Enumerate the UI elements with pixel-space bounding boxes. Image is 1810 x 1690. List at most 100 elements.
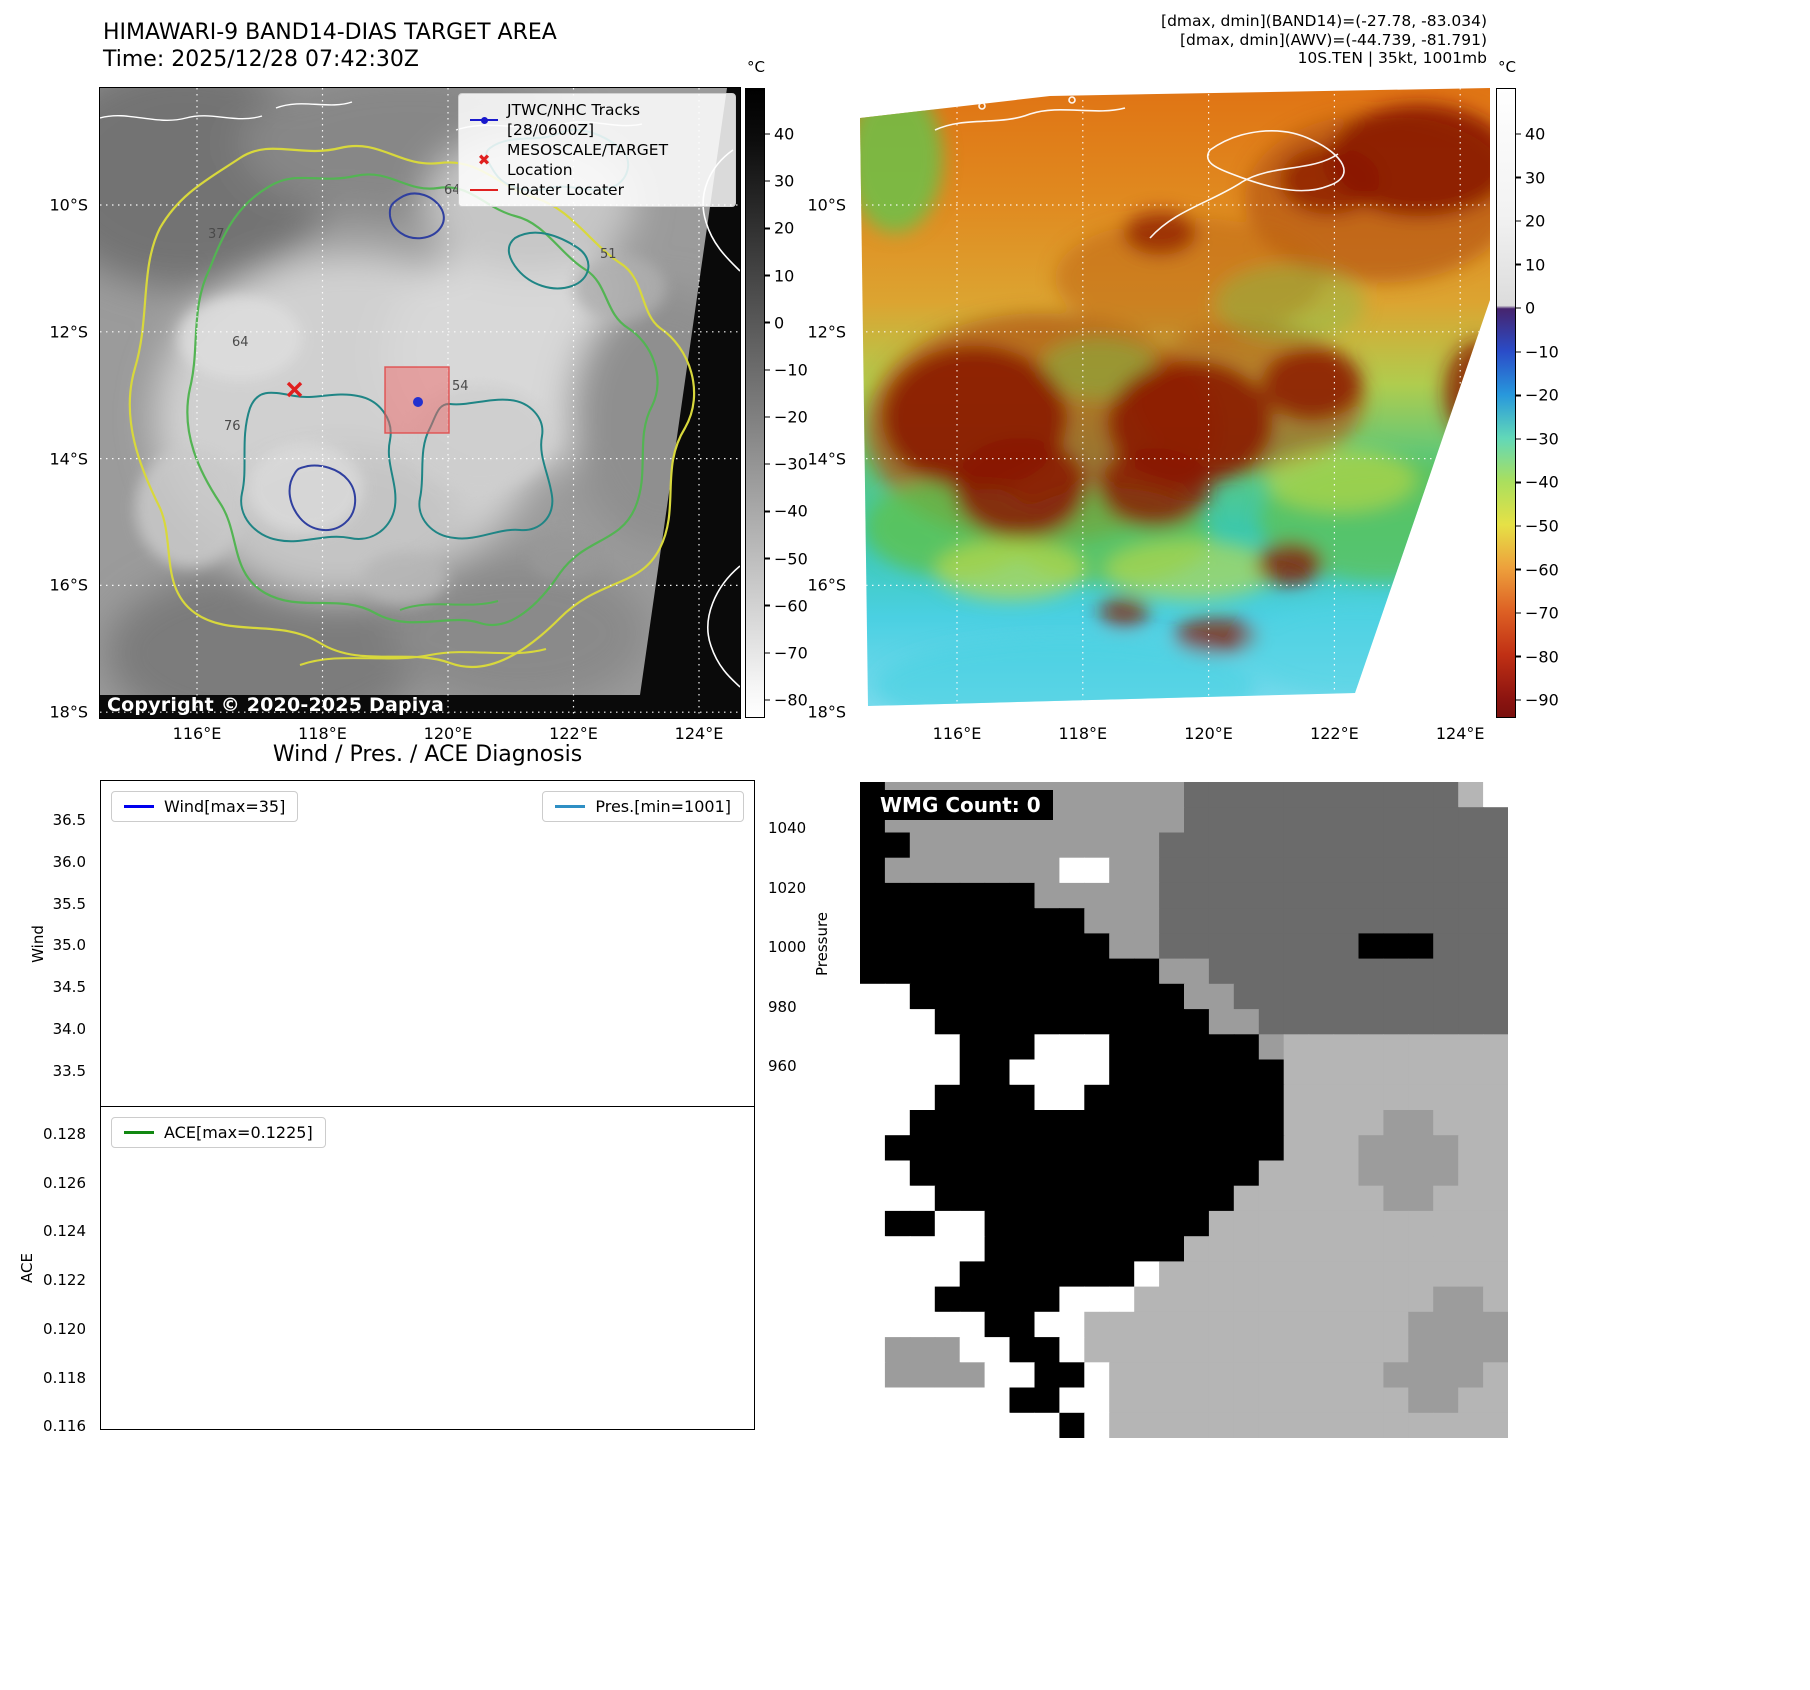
tick-label: 36.5: [52, 811, 86, 829]
no-data-region: [100, 88, 740, 718]
ace-legend: ACE[max=0.1225]: [111, 1117, 326, 1148]
target-x-icon: ✖: [477, 150, 491, 169]
tick-label: 12°S: [807, 322, 846, 342]
pressure-axis-label: Pressure: [813, 911, 831, 977]
wind-y-axis: 36.5 36.0 35.5 35.0 34.5 34.0 33.5: [0, 780, 92, 1107]
tick-label: −50: [765, 549, 808, 569]
tick-label: 122°E: [1310, 724, 1359, 743]
tick-label: 40: [1515, 124, 1546, 144]
wind-pressure-plot: Wind[max=35] Pres.[min=1001]: [100, 780, 755, 1107]
tick-label: 35.0: [52, 936, 86, 955]
tick-label: −50: [1516, 516, 1559, 536]
tick-label: 14°S: [807, 449, 846, 469]
tick-label: 18°S: [807, 702, 846, 722]
tick-label: −20: [765, 407, 808, 427]
wmg-count-badge: WMG Count: 0: [868, 790, 1053, 820]
awv-header: [dmax, dmin](BAND14)=(-27.78, -83.034) […: [900, 12, 1487, 68]
tick-label: 34.5: [52, 978, 86, 997]
tick-label: −30: [765, 454, 808, 474]
awv-lat-axis: 10°S 12°S 14°S 16°S 18°S: [758, 88, 852, 722]
band14-map: 37 64 51 64 76 54 JTWC/NHC Tracks [28/06…: [35, 58, 760, 738]
legend-floater-label: Floater Locater: [507, 181, 624, 199]
awv-map: [860, 88, 1490, 718]
awv-coastlines: [934, 96, 1345, 239]
wind-axis-label: Wind: [29, 925, 47, 963]
tick-label: −80: [765, 690, 808, 710]
awv-satellite-svg: [860, 88, 1490, 706]
tick-label: 0.126: [43, 1173, 86, 1192]
band14-lon-axis: 116°E 118°E 120°E 122°E 124°E: [100, 722, 740, 744]
tick-label: 0: [764, 313, 785, 333]
tick-label: 20: [1515, 211, 1546, 231]
tick-label: −30: [1516, 429, 1559, 449]
tick-label: 120°E: [423, 724, 473, 743]
tick-label: 124°E: [674, 724, 724, 743]
tick-label: 16°S: [49, 575, 88, 595]
tick-label: 14°S: [49, 449, 88, 469]
tick-label: 118°E: [298, 724, 347, 743]
band14-colorbar-unit: °C: [747, 58, 765, 76]
track-line-icon: [469, 116, 499, 124]
dmax-dmin-awv: [dmax, dmin](AWV)=(-44.739, -81.791): [1180, 30, 1487, 49]
tick-label: −20: [1516, 385, 1559, 405]
wind-legend: Wind[max=35]: [111, 791, 299, 822]
tick-label: 0.122: [43, 1271, 86, 1290]
contour-label: 37: [208, 227, 225, 242]
tick-label: 10°S: [49, 195, 88, 215]
tick-label: −60: [1516, 560, 1559, 579]
pressure-legend-label: Pres.[min=1001]: [595, 797, 731, 816]
tick-label: 34.0: [52, 1020, 86, 1038]
contour-label: 51: [600, 247, 617, 262]
tick-label: 18°S: [49, 702, 88, 722]
tick-label: −70: [1516, 603, 1559, 623]
tick-label: 0.128: [43, 1125, 86, 1143]
legend-tracks-label: JTWC/NHC Tracks [28/0600Z]: [507, 101, 641, 139]
wind-legend-label: Wind[max=35]: [164, 797, 286, 816]
band14-colorbar-ticks: 40 30 20 10 0 −10 −20 −30 −40 −50 −60 −70 −80: [764, 88, 815, 718]
contour-label: 64: [444, 183, 461, 198]
contour-value-labels: 37 64 51 64 76 54: [208, 183, 617, 434]
tick-label: 0: [1515, 298, 1536, 318]
band14-legend: JTWC/NHC Tracks [28/0600Z] ✖ MESOSCALE/T…: [458, 93, 736, 207]
tick-label: 20: [764, 218, 795, 238]
wind-line-icon: [124, 805, 154, 808]
band14-title: HIMAWARI-9 BAND14-DIAS TARGET AREA: [103, 20, 557, 45]
pressure-legend: Pres.[min=1001]: [542, 791, 744, 822]
contour-label: 54: [452, 379, 469, 394]
tick-label: 10: [764, 266, 795, 285]
floater-line-icon: [469, 188, 499, 192]
tick-label: 35.5: [52, 894, 86, 913]
tick-label: 1020: [768, 878, 807, 897]
tick-label: 116°E: [932, 724, 982, 743]
tick-label: −90: [1516, 690, 1559, 710]
tick-label: 16°S: [807, 575, 846, 595]
tick-label: 116°E: [172, 724, 222, 743]
tick-label: 980: [768, 997, 797, 1016]
awv-colorbar-ticks: 40 30 20 10 0 −10 −20 −30 −40 −50 −60 −70 −80 −90: [1515, 88, 1566, 718]
ace-legend-label: ACE[max=0.1225]: [164, 1123, 313, 1142]
tick-label: 120°E: [1184, 724, 1233, 743]
tick-label: 30: [764, 171, 795, 191]
tick-label: 40: [764, 124, 795, 144]
tick-label: 122°E: [549, 724, 598, 743]
tick-label: −80: [1516, 647, 1559, 667]
band14-lat-axis: 10°S 12°S 14°S 16°S 18°S: [0, 88, 94, 722]
tick-label: −60: [765, 596, 808, 616]
contour-label: 64: [232, 335, 249, 350]
tick-label: −40: [765, 501, 808, 521]
band14-colorbar: [745, 88, 765, 718]
tick-label: 0.120: [43, 1319, 86, 1338]
pressure-line-icon: [555, 805, 586, 808]
tick-label: 33.5: [52, 1061, 86, 1080]
legend-row-tracks: JTWC/NHC Tracks [28/0600Z]: [469, 100, 727, 140]
tick-label: 960: [768, 1057, 797, 1075]
diagnosis-title: Wind / Pres. / ACE Diagnosis: [272, 742, 583, 767]
legend-target-label: MESOSCALE/TARGET Location: [507, 141, 669, 179]
tick-label: 118°E: [1058, 724, 1108, 743]
mesoscale-target-marker: [286, 381, 303, 398]
storm-intensity-label: 10S.TEN | 35kt, 1001mb: [1297, 49, 1487, 67]
pressure-y-axis: 1040 1020 1000 980 960: [762, 780, 822, 1107]
ace-plot: ACE[max=0.1225]: [100, 1106, 755, 1430]
dmax-dmin-band14: [dmax, dmin](BAND14)=(-27.78, -83.034): [1161, 12, 1487, 30]
contour-label: 76: [224, 419, 241, 434]
